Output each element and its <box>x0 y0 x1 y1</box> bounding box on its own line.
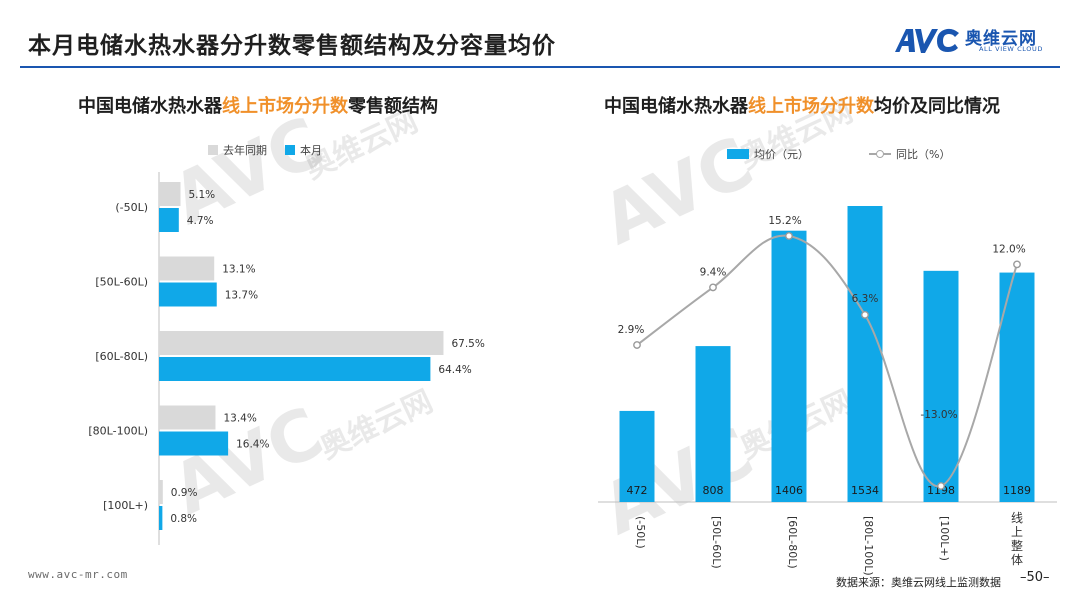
left-category-label: [80L-100L) <box>88 425 148 438</box>
right-bar-label: 1406 <box>775 484 803 497</box>
left-bar-last-year-0 <box>159 182 181 206</box>
right-legend: 均价（元） 同比（%） <box>727 146 968 162</box>
right-category-label: [80L-100L) <box>862 516 875 576</box>
right-bar-5 <box>999 272 1035 502</box>
right-bar-4 <box>923 270 959 502</box>
left-bar-label: 64.4% <box>438 364 471 376</box>
left-bar-last-year-1 <box>159 256 215 281</box>
left-bar-this-month-3 <box>159 431 229 456</box>
yoy-label: 2.9% <box>618 324 645 336</box>
right-bar-1 <box>695 346 731 502</box>
right-category-label: [50L-60L) <box>710 516 723 569</box>
yoy-point-1 <box>709 283 717 292</box>
left-bar-last-year-3 <box>159 405 216 430</box>
yoy-label: 15.2% <box>768 215 801 227</box>
right-bar-0 <box>619 410 655 502</box>
left-chart-title: 中国电储水热水器线上市场分升数零售额结构 <box>78 96 438 117</box>
left-bar-label: 0.9% <box>171 487 198 499</box>
right-bar-3 <box>847 206 883 502</box>
right-chart-title: 中国电储水热水器线上市场分升数均价及同比情况 <box>604 96 1000 117</box>
yoy-label: 9.4% <box>700 266 727 278</box>
title-divider <box>20 66 1060 68</box>
data-source: 数据来源：奥维云网线上监测数据 <box>836 576 1001 589</box>
right-category-label-char: 线 <box>1011 511 1023 525</box>
left-bar-label: 13.4% <box>223 413 256 425</box>
right-category-label: [60L-80L) <box>786 516 799 569</box>
left-bar-label: 16.4% <box>236 439 269 451</box>
left-bar-last-year-4 <box>159 480 163 504</box>
right-bar-label: 1189 <box>1003 484 1031 497</box>
yoy-label: -13.0% <box>920 409 957 421</box>
left-category-label: (-50L) <box>115 201 148 214</box>
right-bar-2 <box>771 230 807 502</box>
left-bar-label: 0.8% <box>170 513 197 525</box>
right-category-label: [100L+) <box>938 516 951 561</box>
right-category-label-char: 体 <box>1011 553 1023 567</box>
right-bar-label: 808 <box>703 484 724 497</box>
legend-avg-price: 均价（元） <box>727 146 809 162</box>
left-bar-this-month-0 <box>159 208 179 232</box>
legend-yoy: 同比（%） <box>869 146 950 162</box>
yoy-label: 6.3% <box>852 293 879 305</box>
right-bar-label: 1534 <box>851 484 879 497</box>
legend-this-month: 本月 <box>285 142 322 158</box>
brand-logo-block: 奥维云网 ALL VIEW CLOUD <box>893 22 1063 62</box>
left-category-label: [100L+) <box>103 499 148 512</box>
avc-logo-icon <box>895 28 959 53</box>
left-bar-last-year-2 <box>159 331 444 355</box>
legend-last-year: 去年同期 <box>208 142 267 158</box>
right-category-label-char: 上 <box>1011 525 1023 539</box>
brand-name-en: ALL VIEW CLOUD <box>979 45 1043 53</box>
yoy-point-4 <box>937 482 945 490</box>
yoy-point-2 <box>785 232 793 240</box>
footer-url: www.avc-mr.com <box>28 568 128 581</box>
left-bar-this-month-2 <box>159 357 431 381</box>
brand-name-cn: 奥维云网 <box>965 29 1037 49</box>
yoy-point-3 <box>861 311 869 319</box>
left-bar-label: 5.1% <box>188 189 215 201</box>
left-bar-label: 13.1% <box>222 264 255 276</box>
left-bar-label: 4.7% <box>187 215 214 227</box>
right-bar-label: 1198 <box>927 484 955 497</box>
right-category-label: (-50L) <box>634 516 647 549</box>
yoy-point-5 <box>1013 260 1021 269</box>
left-bar-this-month-4 <box>159 506 163 530</box>
yoy-point-0 <box>633 341 641 349</box>
yoy-label: 12.0% <box>992 243 1025 255</box>
left-bar-this-month-1 <box>159 282 217 307</box>
left-bar-label: 67.5% <box>451 338 484 350</box>
left-bar-label: 13.7% <box>225 290 258 302</box>
right-category-label-char: 整 <box>1011 538 1023 553</box>
page-title: 本月电储水热水器分升数零售额结构及分容量均价 <box>28 33 556 59</box>
left-legend: 去年同期 本月 <box>208 142 340 158</box>
yoy-line <box>636 234 1018 488</box>
left-category-label: [50L-60L) <box>95 276 148 289</box>
right-bar-label: 472 <box>627 484 648 497</box>
left-category-label: [60L-80L) <box>95 350 148 363</box>
page-number: –50– <box>1020 570 1050 585</box>
